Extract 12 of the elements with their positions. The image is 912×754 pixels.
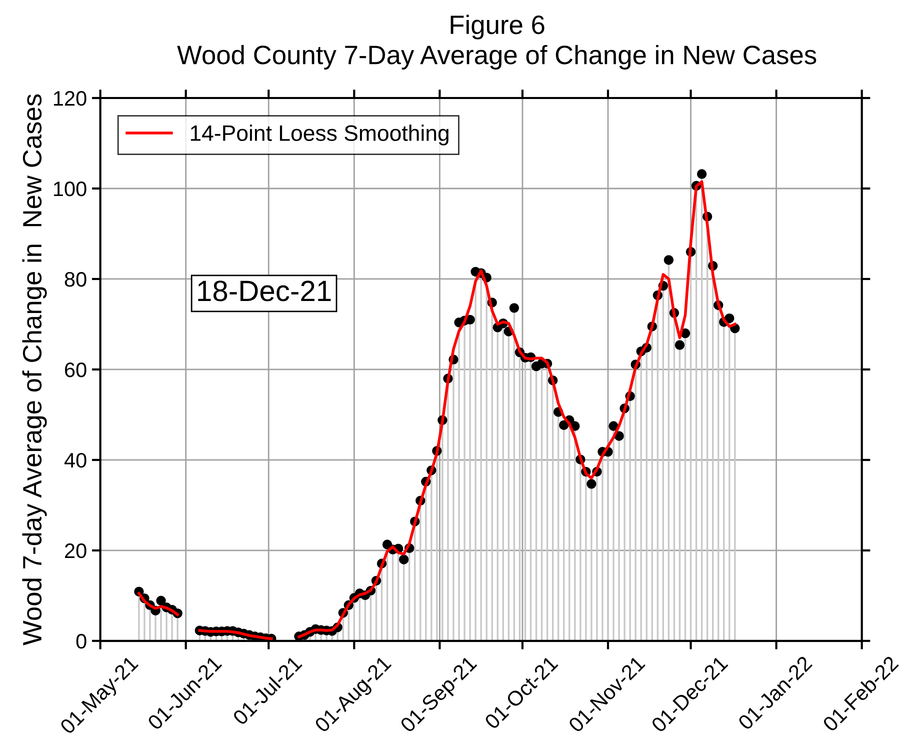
chart-title: Figure 6 bbox=[450, 14, 544, 40]
y-tick-label: 120 bbox=[54, 91, 86, 106]
annotation: 18-Dec-21 bbox=[198, 280, 331, 302]
y-tick-label: 80 bbox=[64, 272, 86, 287]
y-tick-label: 40 bbox=[64, 452, 86, 468]
legend-label: 14-Point Loess Smoothing bbox=[190, 124, 448, 146]
chart-subtitle: Wood County 7-Day Average of Change in New Cases bbox=[177, 44, 816, 70]
y-axis-title: Wood 7-day Average of Change in New Cases bbox=[22, 94, 47, 646]
y-tick-label: 100 bbox=[54, 182, 86, 196]
y-tick-label: 0 bbox=[76, 634, 86, 649]
y-tick-label: 20 bbox=[65, 543, 86, 558]
y-tick-label: 60 bbox=[65, 362, 86, 378]
